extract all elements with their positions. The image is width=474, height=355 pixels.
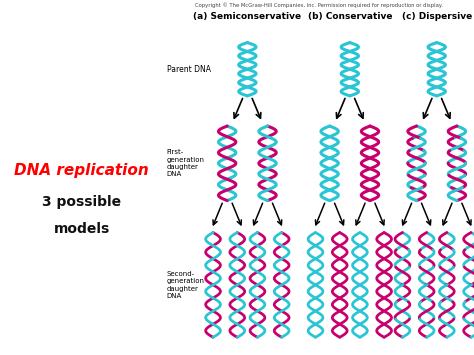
Text: (b) Conservative: (b) Conservative: [308, 12, 392, 21]
Text: (c) Dispersive: (c) Dispersive: [401, 12, 472, 21]
Text: DNA replication: DNA replication: [14, 163, 149, 178]
Text: Parent DNA: Parent DNA: [167, 65, 210, 74]
Text: First-
generation
daughter
DNA: First- generation daughter DNA: [167, 149, 205, 177]
Text: Second-
generation
daughter
DNA: Second- generation daughter DNA: [167, 271, 205, 299]
Text: models: models: [54, 222, 110, 236]
Text: 3 possible: 3 possible: [42, 195, 121, 209]
Text: Copyright © The McGraw-Hill Companies, Inc. Permission required for reproduction: Copyright © The McGraw-Hill Companies, I…: [195, 2, 443, 8]
Text: (a) Semiconservative: (a) Semiconservative: [193, 12, 301, 21]
